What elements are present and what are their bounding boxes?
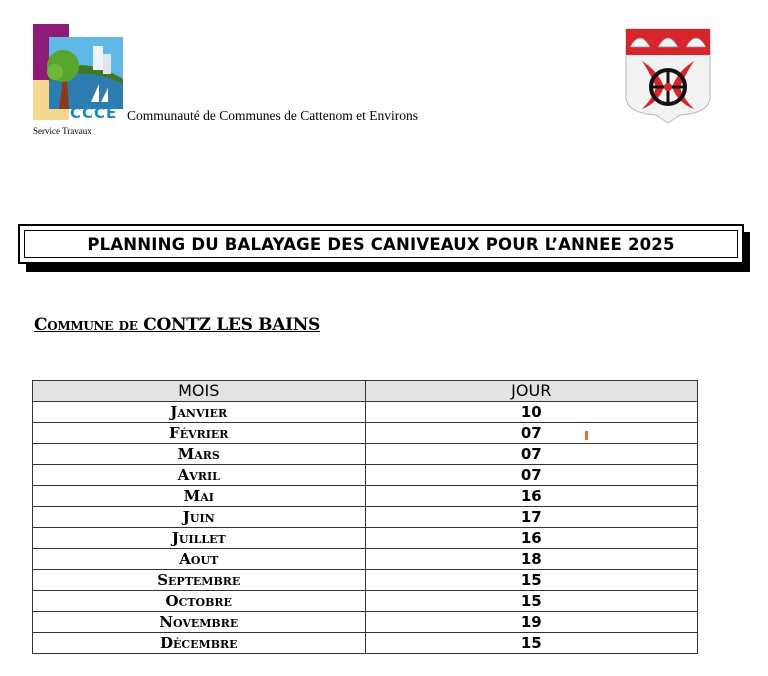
month-cell: Juin	[32, 506, 366, 528]
day-cell: 18	[364, 548, 698, 570]
month-cell: Janvier	[32, 401, 366, 423]
month-cell: Avril	[32, 464, 366, 486]
cursor-mark	[585, 431, 588, 440]
month-cell: Octobre	[32, 590, 366, 612]
table-row: Juin 17	[32, 506, 698, 528]
service-name: Service Travaux	[33, 126, 92, 136]
month-cell: Mars	[32, 443, 366, 465]
table-row: Novembre 19	[32, 611, 698, 633]
logo-wordmark: CCCE	[70, 104, 118, 122]
month-cell: Aout	[32, 548, 366, 570]
table-row: Octobre 15	[32, 590, 698, 612]
month-cell: Juillet	[32, 527, 366, 549]
header-mois: MOIS	[32, 380, 366, 402]
commune-heading: Commune de CONTZ LES BAINS	[34, 315, 321, 335]
table-row: Aout 18	[32, 548, 698, 570]
header-jour: JOUR	[364, 380, 698, 402]
day-cell: 15	[364, 590, 698, 612]
organization-name: Communauté de Communes de Cattenom et En…	[127, 108, 418, 123]
month-cell: Février	[32, 422, 366, 444]
table-row: Février 07	[32, 422, 698, 444]
day-cell: 15	[364, 569, 698, 591]
page-title: PLANNING DU BALAYAGE DES CANIVEAUX POUR …	[24, 230, 738, 258]
table-row: Décembre 15	[32, 632, 698, 654]
table-row: Septembre 15	[32, 569, 698, 591]
table-row: Avril 07	[32, 464, 698, 486]
title-frame: PLANNING DU BALAYAGE DES CANIVEAUX POUR …	[18, 224, 744, 264]
month-cell: Septembre	[32, 569, 366, 591]
coat-of-arms	[625, 28, 711, 123]
day-cell: 15	[364, 632, 698, 654]
day-cell: 19	[364, 611, 698, 633]
table-row: Mars 07	[32, 443, 698, 465]
table-row: Juillet 16	[32, 527, 698, 549]
day-cell: 17	[364, 506, 698, 528]
day-cell: 10	[364, 401, 698, 423]
table-row: Janvier 10	[32, 401, 698, 423]
day-cell: 07	[364, 464, 698, 486]
day-cell: 16	[364, 485, 698, 507]
day-cell: 16	[364, 527, 698, 549]
table-row: Mai 16	[32, 485, 698, 507]
table-header-row: MOIS JOUR	[32, 380, 698, 402]
schedule-table: MOIS JOUR Janvier 10 Février 07 Mars 07 Avril 0…	[32, 380, 698, 654]
day-cell: 07	[364, 443, 698, 465]
month-cell: Novembre	[32, 611, 366, 633]
ccce-logo	[33, 24, 123, 120]
month-cell: Décembre	[32, 632, 366, 654]
month-cell: Mai	[32, 485, 366, 507]
day-cell: 07	[364, 422, 698, 444]
